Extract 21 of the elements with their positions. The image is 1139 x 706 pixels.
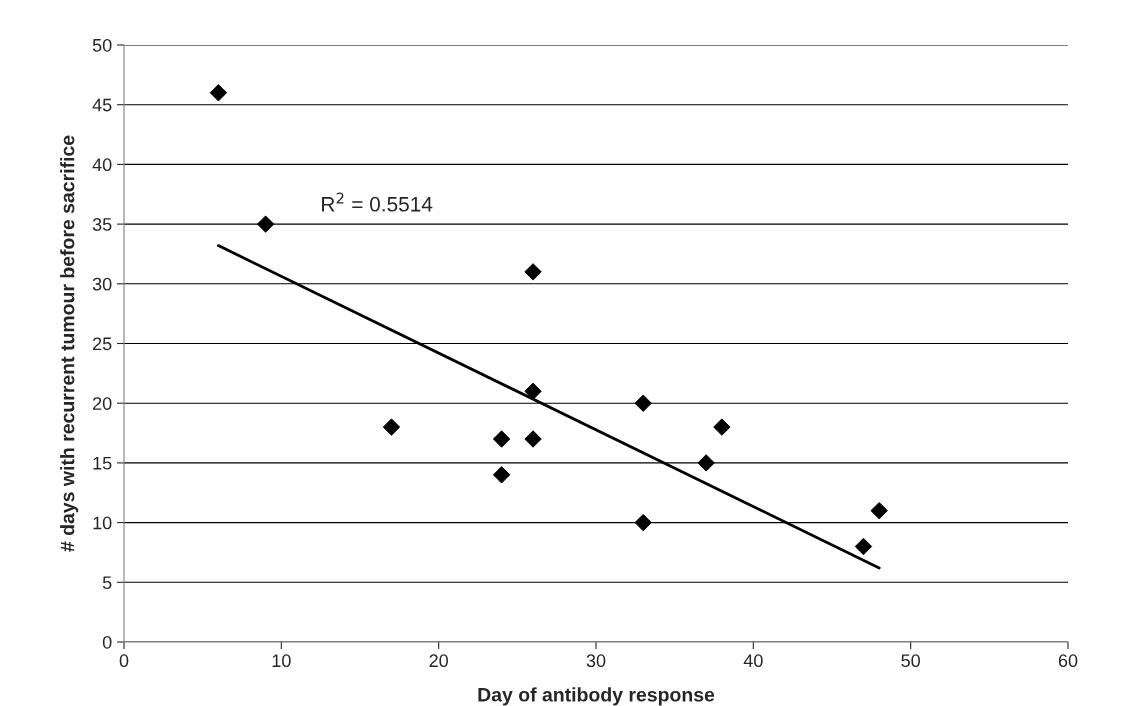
- annotation: R$^{2}$ = 0.5514: [322, 192, 433, 212]
- y-tick-label: 0: [102, 635, 112, 649]
- y-tick-label: 30: [92, 277, 112, 291]
- x-tick-label: 30: [586, 654, 606, 668]
- x-tick-label: 0: [119, 654, 129, 668]
- y-axis-title: # days with recurrent tumour before sacrifice: [60, 135, 79, 552]
- x-axis-title: Day of antibody response: [478, 687, 715, 706]
- y-tick-label: 10: [93, 516, 112, 530]
- y-tick-label: 5: [102, 576, 112, 590]
- y-tick-label: 15: [93, 457, 112, 470]
- x-tick-label: 10: [272, 654, 291, 668]
- y-tick-label: 25: [93, 337, 112, 351]
- x-tick-label: 40: [743, 654, 763, 668]
- x-tick-label: 50: [901, 654, 920, 668]
- y-tick-label: 50: [92, 38, 112, 52]
- y-tick-label: 40: [92, 158, 112, 172]
- y-tick-label: 20: [93, 397, 112, 410]
- y-tick-label: 45: [92, 98, 112, 112]
- x-tick-label: 60: [1058, 654, 1078, 668]
- y-tick-label: 35: [92, 218, 112, 231]
- x-tick-label: 20: [429, 654, 448, 668]
